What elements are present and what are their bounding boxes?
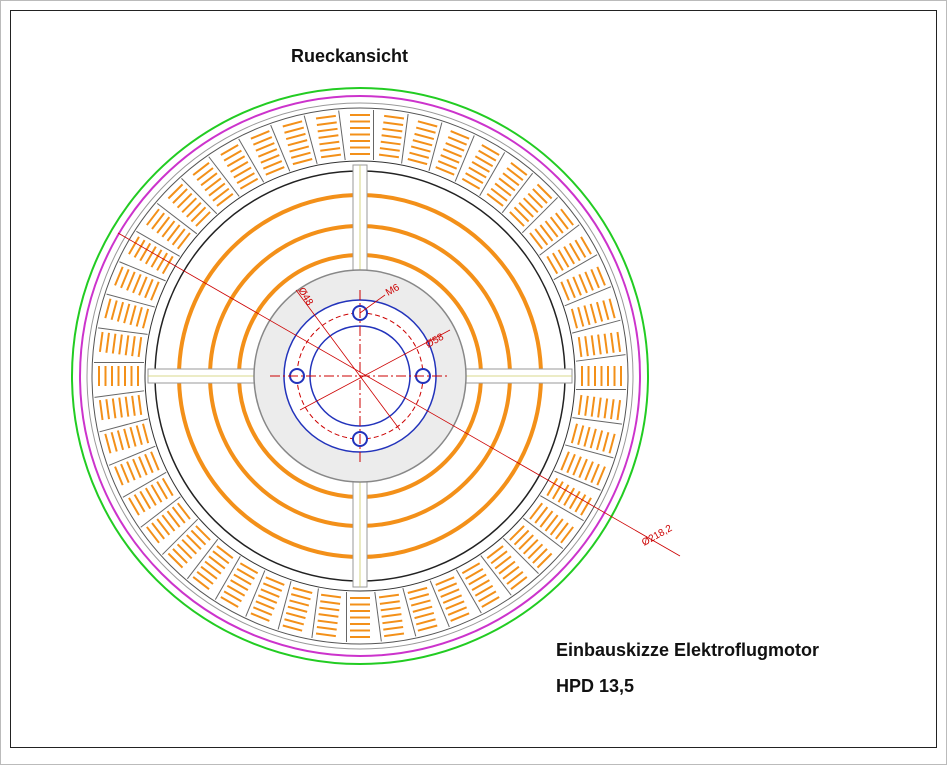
drawing: Rueckansicht Ø48 M6 Ø58 Ø218,2 Einbauski… [0, 0, 947, 765]
footer-title: Einbauskizze Elektroflugmotor [556, 640, 819, 660]
footer-subtitle: HPD 13,5 [556, 676, 634, 696]
view-title: Rueckansicht [291, 46, 408, 66]
page: Rueckansicht Ø48 M6 Ø58 Ø218,2 Einbauski… [0, 0, 947, 765]
